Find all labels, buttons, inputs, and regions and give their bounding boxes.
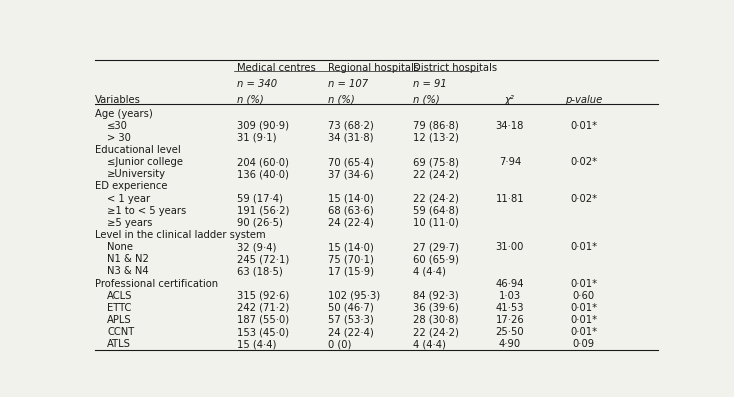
Text: District hospitals: District hospitals	[413, 63, 497, 73]
Text: ≥1 to < 5 years: ≥1 to < 5 years	[107, 206, 186, 216]
Text: < 1 year: < 1 year	[107, 194, 150, 204]
Text: 7·94: 7·94	[498, 157, 521, 167]
Text: 46·94: 46·94	[495, 279, 524, 289]
Text: ATLS: ATLS	[107, 339, 131, 349]
Text: 0·01*: 0·01*	[570, 315, 597, 325]
Text: 34 (31·8): 34 (31·8)	[328, 133, 374, 143]
Text: 63 (18·5): 63 (18·5)	[237, 266, 283, 276]
Text: Professional certification: Professional certification	[95, 279, 218, 289]
Text: 60 (65·9): 60 (65·9)	[413, 254, 459, 264]
Text: 31 (9·1): 31 (9·1)	[237, 133, 276, 143]
Text: 0·09: 0·09	[573, 339, 595, 349]
Text: n = 340: n = 340	[237, 79, 277, 89]
Text: 315 (92·6): 315 (92·6)	[237, 291, 289, 301]
Text: 25·50: 25·50	[495, 327, 524, 337]
Text: 24 (22·4): 24 (22·4)	[328, 218, 374, 228]
Text: 79 (86·8): 79 (86·8)	[413, 121, 459, 131]
Text: 70 (65·4): 70 (65·4)	[328, 157, 374, 167]
Text: ≥University: ≥University	[107, 169, 166, 179]
Text: APLS: APLS	[107, 315, 131, 325]
Text: 17·26: 17·26	[495, 315, 524, 325]
Text: n (%): n (%)	[237, 95, 264, 105]
Text: n = 91: n = 91	[413, 79, 447, 89]
Text: 57 (53·3): 57 (53·3)	[328, 315, 374, 325]
Text: 84 (92·3): 84 (92·3)	[413, 291, 459, 301]
Text: 73 (68·2): 73 (68·2)	[328, 121, 374, 131]
Text: 10 (11·0): 10 (11·0)	[413, 218, 459, 228]
Text: 15 (14·0): 15 (14·0)	[328, 242, 374, 252]
Text: > 30: > 30	[107, 133, 131, 143]
Text: Regional hospitals: Regional hospitals	[328, 63, 419, 73]
Text: 242 (71·2): 242 (71·2)	[237, 303, 289, 313]
Text: 59 (64·8): 59 (64·8)	[413, 206, 459, 216]
Text: 187 (55·0): 187 (55·0)	[237, 315, 289, 325]
Text: ≤30: ≤30	[107, 121, 128, 131]
Text: n (%): n (%)	[328, 95, 355, 105]
Text: 15 (4·4): 15 (4·4)	[237, 339, 276, 349]
Text: 0·01*: 0·01*	[570, 303, 597, 313]
Text: Educational level: Educational level	[95, 145, 181, 155]
Text: N1 & N2: N1 & N2	[107, 254, 149, 264]
Text: 69 (75·8): 69 (75·8)	[413, 157, 459, 167]
Text: 4 (4·4): 4 (4·4)	[413, 266, 446, 276]
Text: 102 (95·3): 102 (95·3)	[328, 291, 380, 301]
Text: 204 (60·0): 204 (60·0)	[237, 157, 288, 167]
Text: 22 (24·2): 22 (24·2)	[413, 169, 459, 179]
Text: 11·81: 11·81	[495, 194, 524, 204]
Text: CCNT: CCNT	[107, 327, 134, 337]
Text: 0·02*: 0·02*	[570, 194, 597, 204]
Text: 27 (29·7): 27 (29·7)	[413, 242, 459, 252]
Text: ≥5 years: ≥5 years	[107, 218, 153, 228]
Text: 32 (9·4): 32 (9·4)	[237, 242, 276, 252]
Text: 24 (22·4): 24 (22·4)	[328, 327, 374, 337]
Text: 309 (90·9): 309 (90·9)	[237, 121, 288, 131]
Text: 34·18: 34·18	[495, 121, 524, 131]
Text: 17 (15·9): 17 (15·9)	[328, 266, 374, 276]
Text: 153 (45·0): 153 (45·0)	[237, 327, 288, 337]
Text: ACLS: ACLS	[107, 291, 132, 301]
Text: 4·90: 4·90	[499, 339, 521, 349]
Text: None: None	[107, 242, 133, 252]
Text: 59 (17·4): 59 (17·4)	[237, 194, 283, 204]
Text: 31·00: 31·00	[495, 242, 524, 252]
Text: 22 (24·2): 22 (24·2)	[413, 194, 459, 204]
Text: χ²: χ²	[505, 95, 515, 105]
Text: 0·02*: 0·02*	[570, 157, 597, 167]
Text: 0 (0): 0 (0)	[328, 339, 351, 349]
Text: 75 (70·1): 75 (70·1)	[328, 254, 374, 264]
Text: ED experience: ED experience	[95, 181, 167, 191]
Text: 0·01*: 0·01*	[570, 279, 597, 289]
Text: 191 (56·2): 191 (56·2)	[237, 206, 289, 216]
Text: 41·53: 41·53	[495, 303, 524, 313]
Text: 50 (46·7): 50 (46·7)	[328, 303, 374, 313]
Text: 90 (26·5): 90 (26·5)	[237, 218, 283, 228]
Text: 36 (39·6): 36 (39·6)	[413, 303, 459, 313]
Text: 28 (30·8): 28 (30·8)	[413, 315, 459, 325]
Text: Variables: Variables	[95, 95, 140, 105]
Text: 1·03: 1·03	[499, 291, 521, 301]
Text: Level in the clinical ladder system: Level in the clinical ladder system	[95, 230, 265, 240]
Text: 4 (4·4): 4 (4·4)	[413, 339, 446, 349]
Text: 0·01*: 0·01*	[570, 242, 597, 252]
Text: 0·01*: 0·01*	[570, 121, 597, 131]
Text: p-value: p-value	[565, 95, 603, 105]
Text: n = 107: n = 107	[328, 79, 368, 89]
Text: 136 (40·0): 136 (40·0)	[237, 169, 288, 179]
Text: N3 & N4: N3 & N4	[107, 266, 149, 276]
Text: 0·01*: 0·01*	[570, 327, 597, 337]
Text: 12 (13·2): 12 (13·2)	[413, 133, 459, 143]
Text: 68 (63·6): 68 (63·6)	[328, 206, 374, 216]
Text: 15 (14·0): 15 (14·0)	[328, 194, 374, 204]
Text: Age (years): Age (years)	[95, 109, 153, 119]
Text: ≤Junior college: ≤Junior college	[107, 157, 183, 167]
Text: n (%): n (%)	[413, 95, 440, 105]
Text: Medical centres: Medical centres	[237, 63, 316, 73]
Text: 245 (72·1): 245 (72·1)	[237, 254, 289, 264]
Text: 37 (34·6): 37 (34·6)	[328, 169, 374, 179]
Text: 0·60: 0·60	[573, 291, 595, 301]
Text: 22 (24·2): 22 (24·2)	[413, 327, 459, 337]
Text: ETTC: ETTC	[107, 303, 131, 313]
